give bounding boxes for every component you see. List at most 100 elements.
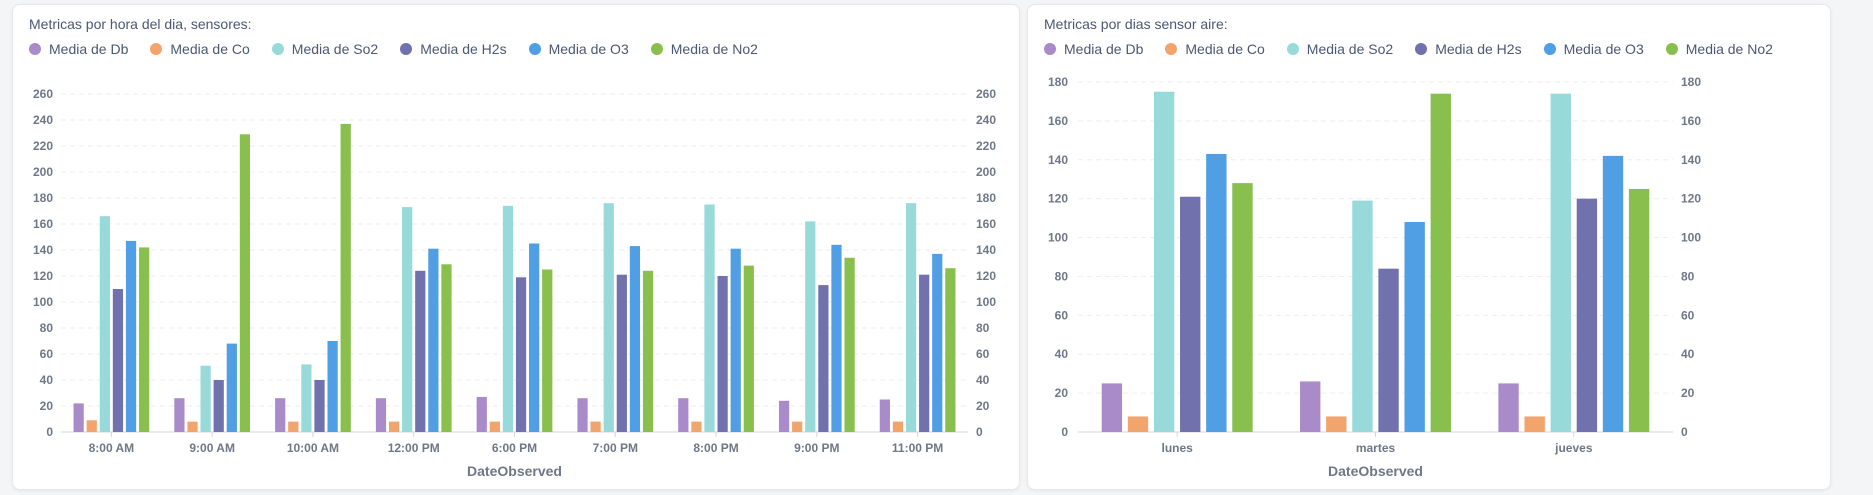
bar[interactable]: [743, 265, 754, 432]
legend-item[interactable]: Media de So2: [1286, 41, 1394, 57]
bar[interactable]: [125, 240, 137, 432]
bar[interactable]: [1576, 198, 1598, 432]
bar[interactable]: [879, 399, 890, 433]
bar[interactable]: [603, 203, 614, 432]
legend-label: Media de O3: [1563, 41, 1644, 57]
legend-item[interactable]: Media de Co: [150, 41, 250, 57]
bar[interactable]: [691, 421, 702, 432]
legend-dot-icon: [1543, 43, 1556, 55]
bar[interactable]: [1326, 416, 1347, 432]
y-tick-label-left: 140: [1048, 153, 1068, 167]
bar[interactable]: [174, 398, 185, 432]
bar[interactable]: [388, 421, 400, 432]
bar[interactable]: [717, 276, 728, 432]
bar[interactable]: [831, 244, 842, 432]
bar[interactable]: [226, 343, 237, 432]
bar[interactable]: [590, 421, 601, 432]
legend-item[interactable]: Media de So2: [271, 41, 379, 57]
y-tick-label-right: 80: [976, 321, 990, 335]
legend-item[interactable]: Media de O3: [1543, 41, 1644, 57]
legend-item[interactable]: Media de Co: [1165, 41, 1265, 57]
bar[interactable]: [542, 269, 553, 433]
bar[interactable]: [892, 421, 904, 432]
bar[interactable]: [932, 253, 943, 432]
bar[interactable]: [301, 364, 312, 432]
bar[interactable]: [642, 270, 654, 432]
bar[interactable]: [502, 205, 514, 432]
legend-item[interactable]: Media de H2s: [1415, 41, 1522, 57]
bar[interactable]: [213, 380, 224, 432]
bar[interactable]: [239, 134, 251, 433]
bar[interactable]: [1206, 153, 1227, 432]
chart-title[interactable]: Metricas por dias sensor aire:: [1044, 16, 1228, 32]
bar[interactable]: [340, 123, 351, 433]
bar[interactable]: [1550, 93, 1571, 433]
bar[interactable]: [200, 365, 211, 432]
bar[interactable]: [1232, 183, 1253, 432]
bar[interactable]: [844, 257, 855, 432]
bar[interactable]: [476, 396, 487, 432]
bar[interactable]: [428, 248, 439, 432]
bar[interactable]: [86, 420, 97, 432]
bar[interactable]: [1524, 416, 1545, 432]
x-tick-label: 6:00 PM: [492, 441, 537, 455]
bar[interactable]: [314, 380, 325, 432]
bar[interactable]: [99, 216, 110, 432]
bar[interactable]: [629, 246, 641, 432]
bar[interactable]: [288, 421, 299, 432]
bar[interactable]: [489, 421, 500, 432]
bar[interactable]: [818, 285, 829, 432]
bar[interactable]: [805, 221, 816, 432]
bar[interactable]: [1300, 381, 1321, 432]
bar[interactable]: [945, 268, 956, 432]
legend-label: Media de So2: [1306, 41, 1394, 57]
legend-item[interactable]: Media de H2s: [400, 41, 507, 57]
chart-legend: Media de Db Media de Co Media de So2 Media …: [29, 41, 780, 57]
bar[interactable]: [1180, 196, 1201, 432]
bar[interactable]: [327, 341, 338, 432]
bar[interactable]: [402, 207, 413, 432]
bar[interactable]: [187, 421, 198, 432]
y-tick-label-right: 20: [1681, 386, 1695, 400]
bar[interactable]: [275, 398, 286, 432]
bar[interactable]: [529, 243, 540, 433]
bar[interactable]: [678, 398, 689, 432]
y-tick-label-left: 60: [40, 347, 54, 361]
bar[interactable]: [778, 400, 790, 432]
bar[interactable]: [730, 248, 741, 432]
bar[interactable]: [1404, 222, 1425, 432]
bar[interactable]: [1430, 93, 1451, 433]
bar[interactable]: [1101, 383, 1123, 432]
bar[interactable]: [515, 277, 527, 432]
legend-item[interactable]: Media de Db: [29, 41, 128, 57]
legend-item[interactable]: Media de O3: [528, 41, 629, 57]
bar[interactable]: [1378, 268, 1399, 432]
chart-legend: Media de Db Media de Co Media de So2 Media …: [1044, 41, 1795, 57]
bar[interactable]: [792, 421, 803, 432]
bar[interactable]: [73, 403, 84, 432]
bar[interactable]: [1127, 416, 1149, 432]
bar[interactable]: [616, 274, 627, 432]
bar[interactable]: [139, 247, 150, 432]
bar[interactable]: [1602, 155, 1624, 432]
y-tick-label-left: 180: [1048, 75, 1068, 89]
bar[interactable]: [1628, 188, 1650, 432]
legend-item[interactable]: Media de Db: [1044, 41, 1143, 57]
bar[interactable]: [905, 203, 917, 432]
bar[interactable]: [704, 204, 715, 433]
bar[interactable]: [1498, 383, 1519, 432]
bar[interactable]: [441, 264, 452, 432]
bar[interactable]: [919, 274, 930, 432]
y-tick-label-right: 200: [976, 165, 996, 179]
legend-item[interactable]: Media de No2: [650, 41, 758, 57]
legend-label: Media de So2: [291, 41, 379, 57]
legend-item[interactable]: Media de No2: [1665, 41, 1773, 57]
bar[interactable]: [577, 398, 588, 432]
bar[interactable]: [1352, 200, 1373, 432]
bar[interactable]: [415, 270, 426, 432]
bar[interactable]: [1153, 91, 1175, 432]
y-tick-label-left: 80: [1055, 269, 1069, 283]
chart-title[interactable]: Metricas por hora del dia, sensores:: [29, 16, 252, 32]
bar[interactable]: [112, 289, 124, 432]
bar[interactable]: [375, 398, 387, 432]
